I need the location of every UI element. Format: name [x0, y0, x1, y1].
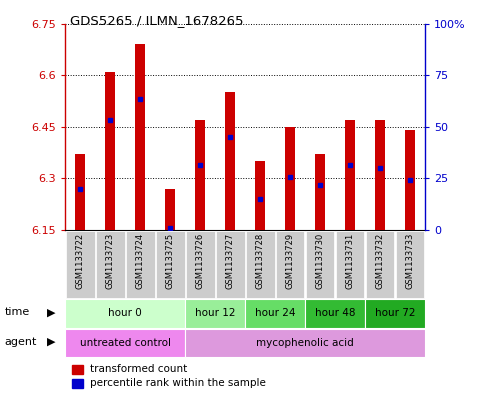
Text: GSM1133727: GSM1133727 — [226, 233, 235, 289]
Text: GSM1133726: GSM1133726 — [196, 233, 205, 289]
Bar — [75, 154, 85, 230]
Text: GDS5265 / ILMN_1678265: GDS5265 / ILMN_1678265 — [70, 14, 243, 27]
Bar — [105, 72, 115, 230]
Bar — [65, 299, 185, 328]
Bar — [405, 130, 415, 230]
Text: GSM1133731: GSM1133731 — [345, 233, 355, 289]
Text: transformed count: transformed count — [90, 364, 187, 374]
Bar — [186, 231, 214, 298]
Bar — [225, 92, 235, 230]
Text: hour 12: hour 12 — [195, 309, 235, 318]
Text: hour 0: hour 0 — [108, 309, 142, 318]
Text: ▶: ▶ — [47, 307, 56, 318]
Bar — [366, 231, 395, 298]
Bar — [285, 127, 295, 230]
Bar — [345, 120, 355, 230]
Text: GSM1133728: GSM1133728 — [256, 233, 265, 289]
Text: GSM1133733: GSM1133733 — [406, 233, 414, 289]
Text: hour 24: hour 24 — [255, 309, 296, 318]
Text: GSM1133725: GSM1133725 — [166, 233, 175, 289]
Bar — [72, 379, 83, 387]
Text: GSM1133732: GSM1133732 — [376, 233, 384, 289]
Bar — [396, 231, 425, 298]
Text: GSM1133730: GSM1133730 — [315, 233, 325, 289]
Bar — [126, 231, 155, 298]
Bar — [246, 231, 274, 298]
Bar — [315, 154, 326, 230]
Bar — [96, 231, 125, 298]
Text: hour 48: hour 48 — [315, 309, 355, 318]
Bar — [216, 231, 244, 298]
Bar — [156, 231, 185, 298]
Text: agent: agent — [5, 337, 37, 347]
Bar — [365, 299, 425, 328]
Bar — [276, 231, 304, 298]
Bar — [165, 189, 175, 230]
Bar — [185, 329, 425, 357]
Text: mycophenolic acid: mycophenolic acid — [256, 338, 354, 348]
Bar — [72, 365, 83, 373]
Bar — [336, 231, 365, 298]
Text: GSM1133722: GSM1133722 — [76, 233, 85, 289]
Bar — [375, 120, 385, 230]
Bar — [135, 44, 145, 230]
Text: untreated control: untreated control — [80, 338, 170, 348]
Bar — [195, 120, 205, 230]
Bar — [185, 299, 245, 328]
Bar — [65, 329, 185, 357]
Text: ▶: ▶ — [47, 337, 56, 347]
Text: percentile rank within the sample: percentile rank within the sample — [90, 378, 266, 388]
Bar — [66, 231, 95, 298]
Text: hour 72: hour 72 — [375, 309, 415, 318]
Bar — [255, 161, 265, 230]
Bar — [305, 299, 365, 328]
Bar — [306, 231, 335, 298]
Bar — [245, 299, 305, 328]
Text: time: time — [5, 307, 30, 318]
Text: GSM1133724: GSM1133724 — [136, 233, 145, 289]
Text: GSM1133723: GSM1133723 — [106, 233, 114, 289]
Text: GSM1133729: GSM1133729 — [285, 233, 295, 289]
